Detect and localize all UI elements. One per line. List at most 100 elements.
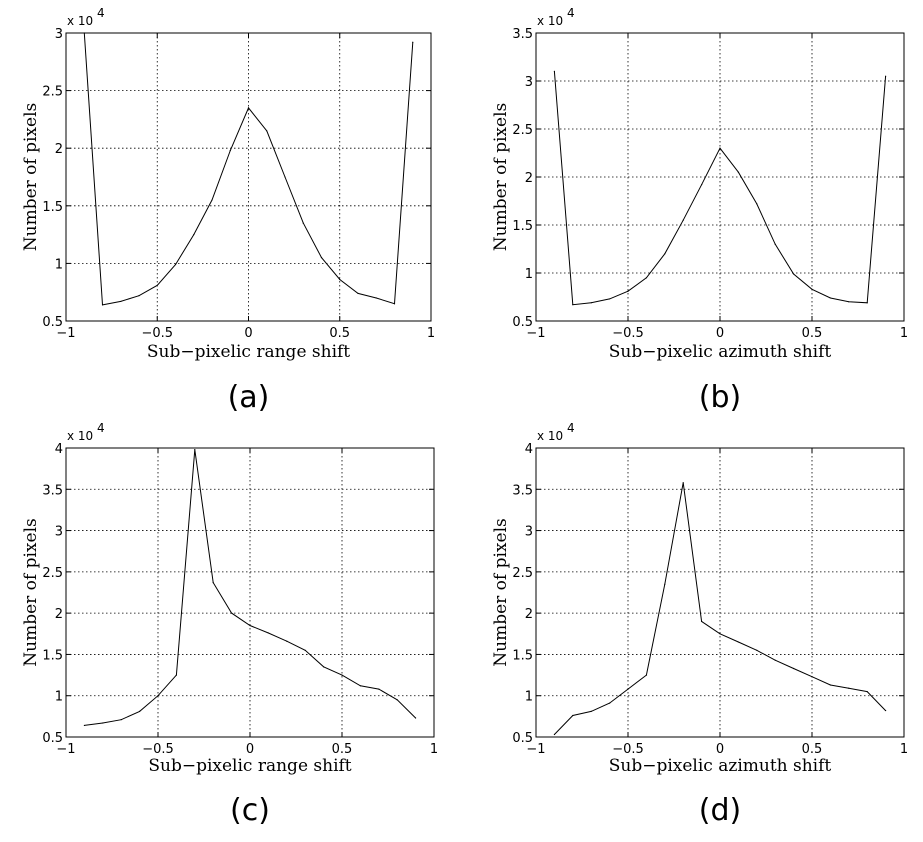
data-point bbox=[829, 684, 832, 686]
data-point bbox=[212, 581, 214, 584]
chart-panel-3: −1 −0.5 0 0.5 1 0.5 1 1.5 2 2.5 3 3.5 4 x 10 4 Sub−pixe… bbox=[21, 421, 438, 828]
data-point bbox=[572, 714, 574, 717]
data-point bbox=[756, 203, 758, 205]
y-tick-label: 2 bbox=[525, 607, 533, 622]
data-point bbox=[286, 640, 288, 642]
data-point bbox=[396, 699, 398, 701]
data-point bbox=[553, 70, 556, 72]
panel-caption: (a) bbox=[228, 380, 270, 415]
data-point bbox=[866, 690, 868, 693]
data-point bbox=[627, 290, 629, 292]
x-tick-label: 0 bbox=[244, 326, 252, 341]
x-tick-label: −1 bbox=[56, 326, 75, 341]
y-axis-label: Number of pixels bbox=[491, 518, 511, 666]
data-point bbox=[229, 149, 231, 152]
panel-caption: (c) bbox=[230, 793, 270, 828]
y-tick-label: 1 bbox=[525, 690, 533, 705]
data-point bbox=[102, 722, 104, 724]
data-point bbox=[120, 300, 122, 303]
data-point bbox=[249, 624, 251, 627]
y-tick-label: 3 bbox=[525, 75, 533, 90]
data-point bbox=[866, 302, 868, 304]
data-point bbox=[885, 709, 887, 712]
x-tick-label: 1 bbox=[427, 326, 435, 341]
x-tick-label: 0.5 bbox=[332, 742, 353, 757]
y-multiplier-exponent: 4 bbox=[567, 421, 575, 435]
data-point bbox=[359, 685, 361, 687]
data-point bbox=[848, 301, 850, 303]
x-tick-label: −1 bbox=[526, 326, 545, 341]
x-tick-label: 1 bbox=[430, 742, 438, 757]
data-point bbox=[664, 583, 666, 585]
data-point bbox=[811, 676, 813, 678]
panel-caption: (b) bbox=[699, 380, 741, 415]
data-point bbox=[267, 632, 269, 634]
data-point bbox=[774, 659, 776, 661]
data-point bbox=[231, 612, 233, 614]
data-point bbox=[682, 482, 684, 484]
data-point bbox=[627, 688, 629, 690]
data-point bbox=[120, 719, 122, 721]
x-tick-label: 0.5 bbox=[802, 742, 823, 757]
x-tick-label: −1 bbox=[56, 742, 75, 757]
data-point bbox=[756, 649, 758, 651]
data-point bbox=[323, 666, 325, 668]
data-point bbox=[645, 674, 648, 676]
x-tick-label: 0 bbox=[716, 742, 724, 757]
data-point bbox=[774, 243, 776, 245]
data-point bbox=[885, 75, 887, 77]
y-axis-label: Number of pixels bbox=[491, 103, 511, 251]
data-point bbox=[339, 278, 341, 281]
x-axis-label: Sub−pixelic range shift bbox=[147, 342, 350, 362]
x-tick-label: −0.5 bbox=[612, 326, 644, 341]
plot-frame bbox=[535, 447, 905, 738]
data-point bbox=[211, 199, 213, 201]
data-point bbox=[682, 219, 684, 221]
x-axis-label: Sub−pixelic azimuth shift bbox=[609, 342, 832, 362]
x-tick-label: 0 bbox=[716, 326, 724, 341]
x-tick-label: 1 bbox=[900, 326, 908, 341]
data-point bbox=[664, 253, 666, 255]
data-point bbox=[415, 717, 417, 719]
data-point bbox=[247, 107, 250, 109]
data-point bbox=[572, 304, 574, 306]
data-point bbox=[320, 257, 323, 259]
x-tick-label: −0.5 bbox=[142, 742, 174, 757]
data-point bbox=[193, 234, 195, 236]
chart-panel-1: −1 −0.5 0 0.5 1 0.5 1 1.5 2 2.5 3 x 10 4 Sub−pixelic … bbox=[21, 6, 435, 415]
x-tick-label: −0.5 bbox=[141, 326, 173, 341]
y-tick-label: 3 bbox=[55, 27, 63, 42]
y-tick-label: 1 bbox=[55, 257, 63, 272]
plot-frame bbox=[65, 447, 435, 738]
y-multiplier-exponent: 4 bbox=[97, 6, 105, 20]
y-tick-label: 2.5 bbox=[42, 85, 63, 100]
data-point bbox=[793, 667, 795, 670]
data-point bbox=[701, 184, 703, 186]
data-point bbox=[194, 449, 196, 451]
x-tick-label: −0.5 bbox=[612, 742, 644, 757]
y-tick-label: 1.5 bbox=[42, 200, 63, 215]
y-tick-label: 0.5 bbox=[512, 315, 533, 330]
y-tick-label: 1 bbox=[55, 690, 63, 705]
x-axis-label: Sub−pixelic azimuth shift bbox=[609, 756, 832, 776]
y-tick-label: 0.5 bbox=[42, 315, 63, 330]
data-point bbox=[590, 302, 592, 304]
data-point bbox=[553, 733, 556, 736]
data-point bbox=[341, 674, 343, 676]
data-point bbox=[701, 620, 703, 623]
y-tick-label: 3.5 bbox=[42, 483, 63, 498]
y-tick-label: 3 bbox=[55, 525, 63, 540]
x-axis-label: Sub−pixelic range shift bbox=[148, 756, 351, 776]
data-point bbox=[848, 687, 850, 689]
y-tick-label: 0.5 bbox=[42, 731, 63, 746]
data-point bbox=[793, 273, 795, 275]
data-point bbox=[304, 649, 306, 651]
data-point bbox=[156, 284, 158, 286]
y-tick-label: 2.5 bbox=[42, 566, 63, 581]
data-point bbox=[719, 147, 721, 149]
data-point bbox=[101, 304, 104, 306]
x-tick-label: 0.5 bbox=[329, 326, 350, 341]
data-point bbox=[737, 641, 740, 643]
data-point bbox=[175, 674, 177, 676]
chart-panel-2: −1 −0.5 0 0.5 1 0.5 1 1.5 2 2.5 3 3.5 x 10 4 Sub−pixel… bbox=[491, 6, 908, 415]
